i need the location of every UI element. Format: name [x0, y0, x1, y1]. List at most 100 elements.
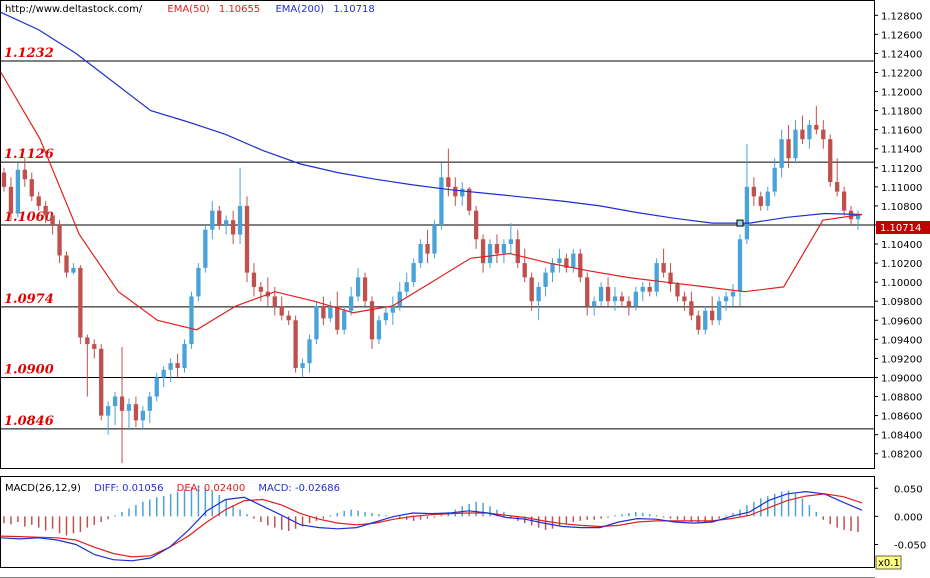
level-label-5: 1.0846 [4, 414, 54, 429]
candle-body [460, 188, 465, 197]
candle-body [446, 177, 451, 187]
candle-body [578, 253, 583, 278]
price-tick-label-21: 1.08600 [881, 412, 922, 423]
candle-body [390, 305, 395, 313]
candle-body [78, 267, 83, 338]
candle-body [821, 129, 826, 140]
candle-body [286, 315, 291, 321]
candle-body [564, 258, 569, 268]
candle-body [439, 177, 444, 225]
candle-body [522, 263, 527, 278]
candle-body [737, 239, 743, 292]
candle-body [369, 301, 375, 340]
candle-body [626, 301, 632, 306]
candle-body [598, 286, 604, 302]
candle-body [140, 410, 146, 421]
candle-body [397, 291, 402, 306]
candle-body [730, 291, 736, 297]
candle-body [1, 172, 7, 187]
macd-value-label: MACD: [258, 483, 291, 494]
candle-body [828, 139, 833, 183]
price-tick-label-22: 1.08400 [881, 431, 922, 442]
candle-body [696, 315, 701, 330]
candle-body [841, 191, 847, 211]
price-tick-label-9: 1.11000 [881, 183, 922, 194]
candle-body [133, 404, 139, 421]
candle-body [349, 296, 354, 311]
price-tick-label-17: 1.09400 [881, 335, 922, 346]
header-bar: http://www.deltastock.com/ EMA(50) 1.106… [5, 4, 375, 15]
price-tick-label-10: 1.10800 [881, 202, 922, 213]
macd-diff-value: 0.01056 [122, 483, 163, 494]
macd-header: MACD(26,12,9) DIFF: 0.01056 DEA: 0.02400… [5, 483, 340, 494]
candle-body [425, 244, 430, 254]
candle-body [765, 191, 770, 206]
price-tick-label-13: 1.10200 [881, 259, 922, 270]
candle-body [182, 344, 187, 368]
candle-body [57, 224, 62, 256]
candle-body [487, 244, 493, 264]
candle-body [418, 244, 423, 264]
price-tick-label-19: 1.09000 [881, 373, 922, 384]
candle-body [473, 210, 479, 240]
price-tick-label-12: 1.10400 [881, 240, 922, 251]
level-label-4: 1.0900 [4, 362, 54, 377]
candle-body [15, 169, 21, 214]
candle-body [605, 286, 611, 302]
macd-dea-label: DEA: [177, 483, 201, 494]
candle-body [362, 277, 368, 302]
candle-body [550, 263, 555, 273]
candle-body [571, 253, 576, 268]
candle-body [8, 186, 14, 214]
price-tick-label-23: 1.08200 [881, 450, 922, 461]
candle-body [168, 363, 173, 370]
candle-body [557, 258, 562, 264]
candle-body [793, 129, 798, 159]
ema50-label: EMA(50) [167, 4, 209, 15]
candle-body [647, 286, 652, 292]
candle-body [342, 310, 347, 330]
candle-body [619, 296, 625, 302]
candle-body [807, 124, 812, 140]
candle-body [293, 320, 298, 368]
price-tick-label-4: 1.12000 [881, 88, 922, 99]
price-axis: 1.12800 1.12600 1.12400 1.12200 1.12000 1.118… [874, 11, 922, 461]
candle-body [126, 404, 132, 411]
candle-body [71, 267, 76, 273]
candle-body [154, 377, 159, 397]
candle-body [682, 296, 687, 302]
candle-body [710, 310, 715, 321]
candle-body [203, 229, 208, 268]
level-label-0: 1.1232 [4, 46, 54, 61]
current-price-badge [876, 221, 930, 234]
candle-body [112, 396, 118, 407]
candle-body [43, 205, 48, 216]
price-tick-label-20: 1.08800 [881, 393, 922, 404]
candle-body [786, 139, 791, 159]
candle-body [300, 363, 305, 368]
macd-tick-label-0: 0.050 [894, 484, 923, 495]
current-price-text: 1.10714 [880, 223, 921, 234]
candle-body [335, 305, 340, 330]
candle-body [279, 305, 284, 316]
scale-badge-text: x0.1 [878, 558, 900, 569]
price-panel-frame [0, 0, 875, 469]
macd-panel-frame [0, 476, 875, 568]
price-tick-label-6: 1.11600 [881, 126, 922, 137]
level-label-2: 1.1060 [4, 210, 54, 225]
level-label-3: 1.0974 [4, 292, 54, 307]
ema50-value: 1.10655 [219, 4, 260, 15]
candle-body [328, 305, 333, 319]
candle-body [758, 196, 763, 206]
macd-dea-value: 0.02400 [204, 483, 245, 494]
candle-body [723, 296, 729, 302]
candle-body [314, 305, 319, 340]
candle-body [689, 301, 694, 316]
candle-body [640, 286, 645, 292]
candle-body [251, 272, 257, 287]
candle-body [515, 239, 520, 264]
ema50-line [0, 72, 863, 331]
candle-body [50, 215, 55, 225]
candle-body [675, 284, 680, 297]
